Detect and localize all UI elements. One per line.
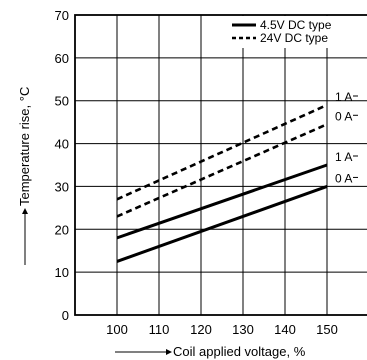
- x-tick-label: 110: [149, 322, 170, 337]
- y-tick-label: 50: [55, 94, 69, 109]
- series-end-label: 0 A: [335, 171, 352, 185]
- series-line: [116, 163, 328, 240]
- y-tick-label: 40: [55, 137, 69, 152]
- legend-label: 24V DC type: [260, 31, 328, 45]
- legend-background: [228, 16, 366, 48]
- x-tick-label: 100: [106, 322, 128, 337]
- x-tick-label: 120: [190, 322, 212, 337]
- series-line: [116, 103, 328, 201]
- y-tick-label: 30: [55, 179, 69, 194]
- legend-label: 4.5V DC type: [260, 18, 332, 32]
- series-end-label: 1 A: [335, 150, 352, 164]
- y-axis-title-group: Temperature rise, °C: [17, 87, 32, 265]
- y-tick-label: 10: [55, 265, 69, 280]
- series-lines: [116, 103, 328, 263]
- x-tick-label: 140: [274, 322, 296, 337]
- tick-labels: 100 110 120 130 140 150 0 10 20 30 40 50 60 70: [55, 8, 338, 337]
- y-tick-label: 60: [55, 51, 69, 66]
- y-tick-label: 70: [55, 8, 69, 23]
- y-tick-label: 20: [55, 222, 69, 237]
- plot-frame: [74, 14, 367, 316]
- series-line: [116, 185, 328, 263]
- x-tick-label: 130: [232, 322, 254, 337]
- series-end-labels: 1 A 0 A 1 A 0 A: [335, 90, 358, 185]
- y-tick-label: 0: [62, 308, 69, 323]
- x-axis-title-group: Coil applied voltage, %: [115, 344, 306, 359]
- series-end-label: 0 A: [335, 109, 352, 123]
- x-axis-arrow-head: [166, 349, 172, 355]
- x-tick-label: 150: [316, 322, 338, 337]
- series-end-label: 1 A: [335, 90, 352, 104]
- y-axis-title: Temperature rise, °C: [17, 87, 32, 206]
- series-line: [116, 123, 328, 218]
- y-axis-arrow-head: [22, 208, 28, 214]
- x-axis-title: Coil applied voltage, %: [173, 344, 306, 359]
